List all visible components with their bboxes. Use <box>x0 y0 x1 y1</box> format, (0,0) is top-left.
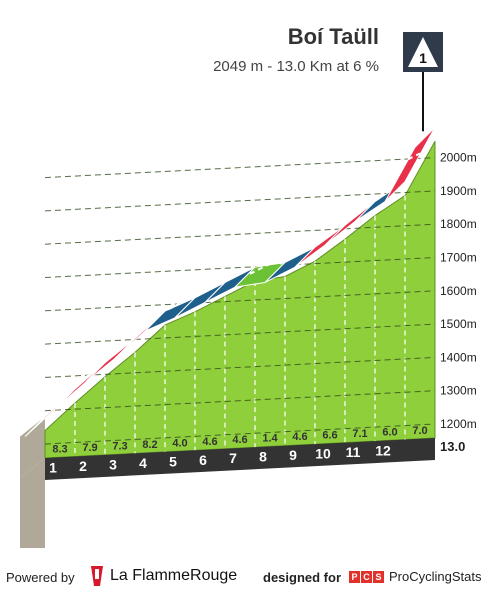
x-tick-label: 6 <box>199 452 207 468</box>
gradient-value-label: 4.6 <box>292 431 307 443</box>
x-axis-ticks: 1 2 3 4 5 6 7 8 9 10 11 12 <box>49 443 391 476</box>
grid-lines <box>44 157 436 457</box>
gradient-value-label: 1.4 <box>262 433 278 445</box>
gradient-segment-dash <box>189 288 211 301</box>
profile-side-face <box>20 416 45 478</box>
y-tick-label: 1600m <box>440 284 477 298</box>
horizontal-grid-line <box>44 190 436 212</box>
horizontal-grid-line <box>44 257 436 278</box>
y-tick-label: 1400m <box>440 350 477 364</box>
gradient-value-label: 7.1 <box>352 428 367 440</box>
chart-title: Boí Taüll <box>287 24 379 49</box>
powered-by-label: Powered by <box>6 570 75 585</box>
gradient-value-label: 7.0 <box>412 425 427 437</box>
horizontal-grid-line <box>44 223 436 245</box>
x-tick-label: 7 <box>229 450 237 466</box>
gradient-value-label: 8.2 <box>142 439 157 451</box>
gradient-segment-dash <box>279 252 301 265</box>
footer: Powered by La FlammeRouge designed for P… <box>0 564 495 592</box>
y-tick-label: 1500m <box>440 317 477 331</box>
pcs-logo-icon: P C S <box>349 570 385 583</box>
gradient-segment-dash <box>159 302 181 315</box>
gradient-segment-dash <box>219 272 241 285</box>
pcs-letter: C <box>361 570 372 583</box>
x-tick-label: 3 <box>109 456 117 472</box>
gradient-segment-dash <box>249 262 271 275</box>
pcs-letter: S <box>373 570 384 583</box>
x-tick-label: 11 <box>346 444 361 460</box>
procyclingstats-link[interactable]: P C S ProCyclingStats <box>349 569 481 584</box>
gradient-labels: 8.3 7.9 7.3 8.2 4.0 4.6 4.6 1.4 4.6 6.6 7.1 6.0 7.0 <box>52 425 427 455</box>
x-tick-label: 1 <box>49 459 57 475</box>
procyclingstats-label: ProCyclingStats <box>389 569 482 584</box>
lafflammerouge-label: La FlammeRouge <box>110 567 238 584</box>
total-distance-label: 13.0 <box>440 439 465 454</box>
gradient-value-label: 6.6 <box>322 430 337 442</box>
x-tick-label: 4 <box>139 455 147 471</box>
gradient-value-label: 4.6 <box>232 434 247 446</box>
gradient-segment-dash <box>399 152 421 165</box>
gradient-segment-dash <box>369 189 391 202</box>
horizontal-grid-line <box>44 390 436 412</box>
gradient-segment-dash <box>309 234 331 247</box>
horizontal-grid-line <box>44 157 436 179</box>
x-tick-label: 12 <box>375 443 391 459</box>
baseline-bar <box>20 438 435 548</box>
gradient-segment <box>384 126 436 202</box>
y-tick-label: 1800m <box>440 217 477 231</box>
lafflammerouge-link[interactable]: La FlammeRouge <box>88 566 237 586</box>
gradient-value-label: 6.0 <box>382 427 397 439</box>
horizontal-grid-line <box>44 323 436 345</box>
x-tick-label: 8 <box>259 449 267 465</box>
horizontal-grid-line <box>44 290 436 312</box>
gradient-value-label: 7.3 <box>112 440 127 452</box>
baseline-side-face <box>20 458 45 548</box>
gradient-segment-dash <box>129 322 151 335</box>
y-axis-ticks: 1200m 1300m 1400m 1500m 1600m 1700m 1800m 1900m… <box>440 151 477 454</box>
pcs-letter: P <box>349 570 360 583</box>
x-tick-label: 2 <box>79 458 87 474</box>
y-tick-label: 2000m <box>440 151 477 165</box>
profile-area-fill <box>44 141 436 459</box>
gradient-value-label: 4.6 <box>202 436 217 448</box>
x-tick-label: 9 <box>289 447 297 463</box>
profile-area <box>20 141 436 478</box>
gradient-value-label: 4.0 <box>172 437 187 449</box>
horizontal-grid-line <box>44 423 436 445</box>
gradient-value-label: 7.9 <box>82 442 97 454</box>
y-tick-label: 1900m <box>440 184 477 198</box>
summit-marker-label: 1 <box>419 50 427 66</box>
baseline-bar-fill <box>45 438 435 480</box>
y-tick-label: 1700m <box>440 251 477 265</box>
gradient-segment-dash <box>39 400 61 413</box>
designed-for-label: designed for <box>263 570 342 585</box>
summit-marker: 1 <box>403 32 443 132</box>
horizontal-grid-line <box>44 356 436 378</box>
y-tick-label: 1300m <box>440 384 477 398</box>
gradient-value-label: 8.3 <box>52 443 67 455</box>
gradient-segment-dash <box>99 348 121 361</box>
chart-subtitle: 2049 m - 13.0 Km at 6 % <box>213 58 379 75</box>
x-tick-label: 10 <box>315 446 331 462</box>
x-tick-label: 5 <box>169 453 177 469</box>
gradient-segment-dash <box>339 211 361 224</box>
summit-marker-triangle-icon <box>408 37 438 67</box>
gradient-band <box>24 126 436 438</box>
flamme-rouge-icon <box>91 566 103 586</box>
gradient-segment-dash <box>69 373 91 386</box>
y-tick-label: 1200m <box>440 417 477 431</box>
